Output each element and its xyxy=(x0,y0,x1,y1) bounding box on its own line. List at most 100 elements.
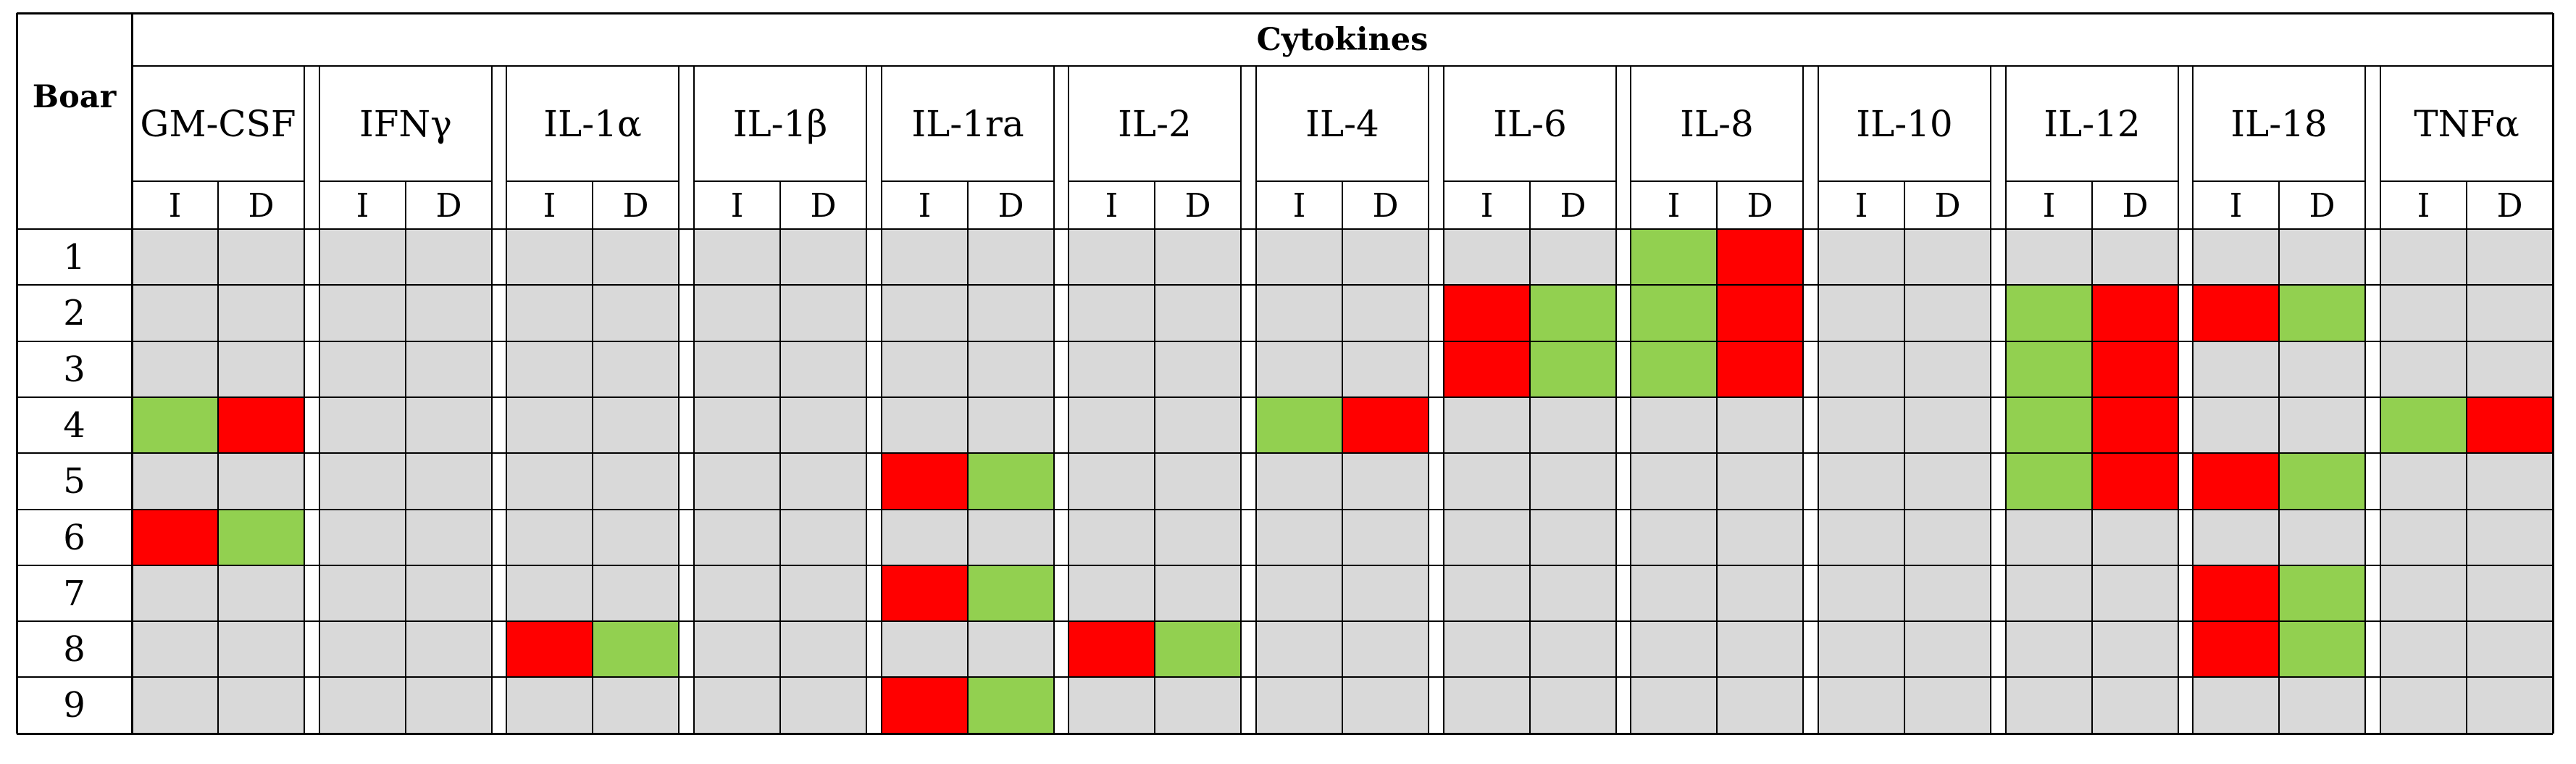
data-cell xyxy=(1256,565,1342,621)
data-cell xyxy=(1069,565,1155,621)
data-cell xyxy=(968,285,1054,341)
boar-number: 2 xyxy=(63,293,85,333)
data-cell xyxy=(2467,453,2553,510)
data-cell xyxy=(2279,341,2365,397)
data-cell xyxy=(2092,510,2178,565)
data-cell xyxy=(1069,229,1155,285)
data-cell xyxy=(2467,229,2553,285)
data-cell xyxy=(1717,677,1803,734)
grid-line xyxy=(1615,66,1617,734)
data-cell xyxy=(2092,229,2178,285)
data-cell xyxy=(218,677,304,734)
data-cell xyxy=(2193,510,2279,565)
data-cell xyxy=(780,341,866,397)
data-cell xyxy=(406,397,492,453)
grid-line xyxy=(491,66,493,734)
data-cell xyxy=(2092,285,2178,341)
data-cell xyxy=(132,565,218,621)
data-cell xyxy=(218,453,304,510)
cytokine-name: IL-1ra xyxy=(911,102,1024,145)
data-cell xyxy=(1256,453,1342,510)
data-cell xyxy=(2193,565,2279,621)
subheader-i: I xyxy=(1854,186,1868,225)
data-cell xyxy=(1818,510,1904,565)
data-cell xyxy=(2193,677,2279,734)
data-cell xyxy=(694,565,780,621)
subheader-i: I xyxy=(168,186,182,225)
data-cell xyxy=(593,285,679,341)
data-cell xyxy=(1342,677,1429,734)
data-cell xyxy=(1069,510,1155,565)
subheader-i: I xyxy=(356,186,369,225)
data-cell xyxy=(2006,341,2092,397)
data-cell xyxy=(319,285,406,341)
cytokine-name: IL-4 xyxy=(1305,102,1379,145)
data-cell xyxy=(2193,621,2279,677)
cytokine-name: IL-6 xyxy=(1493,102,1567,145)
data-cell xyxy=(1904,229,1991,285)
data-cell xyxy=(2279,453,2365,510)
grid-line xyxy=(17,565,2553,566)
data-cell xyxy=(1444,453,1530,510)
data-cell xyxy=(1904,621,1991,677)
boar-number: 6 xyxy=(63,517,85,558)
data-cell xyxy=(2006,285,2092,341)
data-cell xyxy=(1717,621,1803,677)
subheader-i: I xyxy=(2229,186,2243,225)
cytokine-name: IL-2 xyxy=(1118,102,1192,145)
grid-line xyxy=(17,452,2553,454)
boar-number: 3 xyxy=(63,349,85,390)
data-cell xyxy=(2092,397,2178,453)
data-cell xyxy=(882,565,968,621)
data-cell xyxy=(2092,341,2178,397)
data-cell xyxy=(2193,397,2279,453)
data-cell xyxy=(1631,453,1717,510)
data-cell xyxy=(2006,229,2092,285)
data-cell xyxy=(1530,510,1616,565)
data-cell xyxy=(1818,677,1904,734)
row-header-boar: Boar xyxy=(32,79,117,115)
data-cell xyxy=(968,677,1054,734)
data-cell xyxy=(2006,397,2092,453)
grid-line xyxy=(17,228,2553,230)
data-cell xyxy=(882,397,968,453)
grid-line xyxy=(779,181,781,734)
grid-line xyxy=(2364,66,2366,734)
data-cell xyxy=(1256,677,1342,734)
data-cell xyxy=(2380,677,2467,734)
data-cell xyxy=(968,453,1054,510)
grid-line xyxy=(1154,181,1155,734)
data-cell xyxy=(2006,510,2092,565)
data-cell xyxy=(780,677,866,734)
data-cell xyxy=(1342,621,1429,677)
data-cell xyxy=(2092,677,2178,734)
cytokine-name: TNFα xyxy=(2414,102,2519,145)
data-cell xyxy=(968,510,1054,565)
data-cell xyxy=(1069,285,1155,341)
data-cell xyxy=(1155,453,1241,510)
data-cell xyxy=(406,341,492,397)
data-cell xyxy=(319,565,406,621)
grid-line xyxy=(2552,66,2554,734)
subheader-d: D xyxy=(2122,186,2149,225)
data-cell xyxy=(968,565,1054,621)
data-cell xyxy=(593,677,679,734)
grid-line xyxy=(1342,181,1343,734)
data-cell xyxy=(882,341,968,397)
boar-number: 4 xyxy=(63,404,85,446)
grid-line xyxy=(678,66,679,734)
data-cell xyxy=(1530,397,1616,453)
grid-line xyxy=(132,65,2553,67)
data-cell xyxy=(1444,677,1530,734)
data-cell xyxy=(694,285,780,341)
data-cell xyxy=(694,397,780,453)
cytokine-name: IL-1α xyxy=(543,102,642,145)
data-cell xyxy=(1444,285,1530,341)
data-cell xyxy=(1717,453,1803,510)
data-cell xyxy=(1155,621,1241,677)
grid-line xyxy=(1802,66,1804,734)
data-cell xyxy=(968,229,1054,285)
data-cell xyxy=(319,510,406,565)
data-cell xyxy=(694,229,780,285)
grid-line xyxy=(506,66,507,734)
